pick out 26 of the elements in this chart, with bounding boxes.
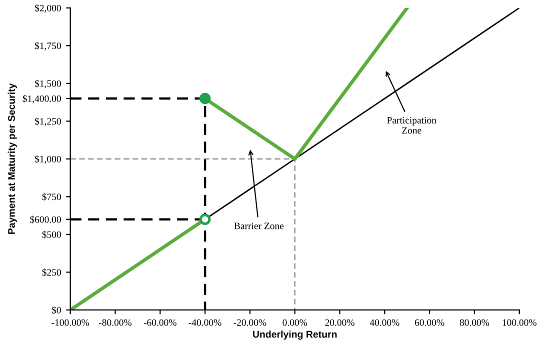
x-tick-label: -20.00% [234,319,266,326]
y-tick-label: $1,000 [34,155,61,164]
annotation: Barrier Zone [234,222,284,230]
x-tick-label: 60.00% [414,319,444,326]
x-tick-label: 40.00% [370,319,400,326]
y-tick-label: $2,000 [34,4,61,13]
y-tick-label: $1,250 [34,118,61,126]
y-tick-label: $250 [42,268,61,276]
annotation: Participation Zone [387,116,436,134]
x-tick-label: 80.00% [460,319,490,326]
y-tick-label: $600.00 [30,216,61,224]
y-tick-label: $1,400.00 [22,94,61,104]
y-tick-label: $0 [52,306,61,314]
y-axis-title: Payment at Maturity per Security [8,83,17,234]
x-tick-label: 20.00% [325,319,354,326]
x-tick-label: -60.00% [144,319,176,326]
y-tick-label: $1,500 [34,80,61,88]
y-tick-label: $750 [42,193,61,201]
x-tick-label: -40.00% [188,319,222,326]
x-tick-label: 0.00% [282,319,308,326]
x-tick-label: -100.00% [52,319,90,326]
y-tick-label: $500 [42,230,61,239]
x-tick-label: -80.00% [98,319,132,326]
x-tick-label: 100.00% [502,319,536,326]
y-tick-label: $1,750 [34,42,61,51]
x-axis-title: Underlying Return [253,330,337,340]
